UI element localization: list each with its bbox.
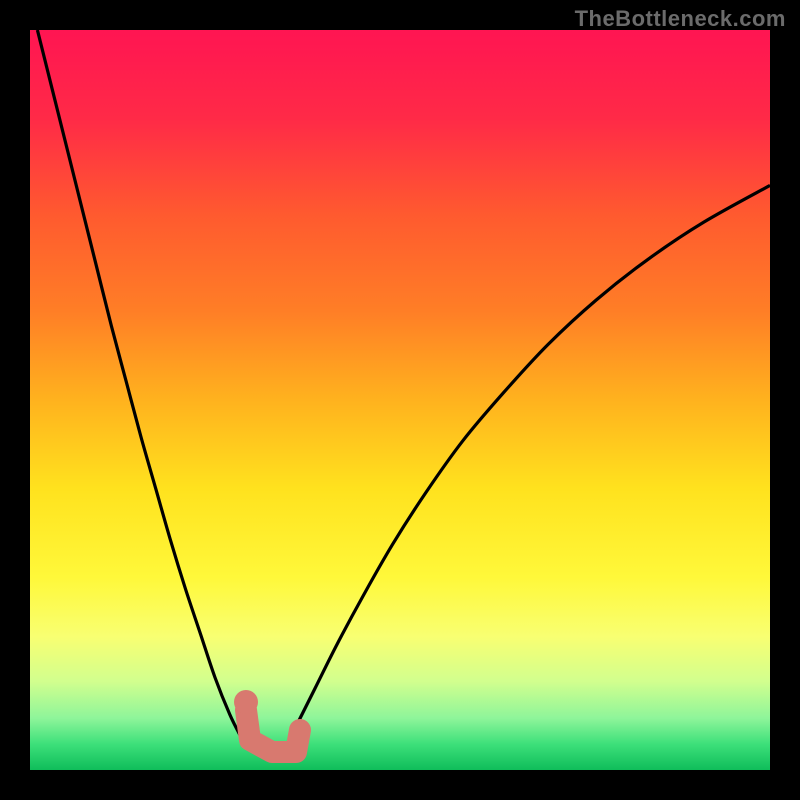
- chart-container: TheBottleneck.com: [0, 0, 800, 800]
- bottleneck-chart: [0, 0, 800, 800]
- optimal-marker-knob: [234, 690, 258, 714]
- watermark-text: TheBottleneck.com: [575, 6, 786, 32]
- plot-background: [30, 30, 770, 770]
